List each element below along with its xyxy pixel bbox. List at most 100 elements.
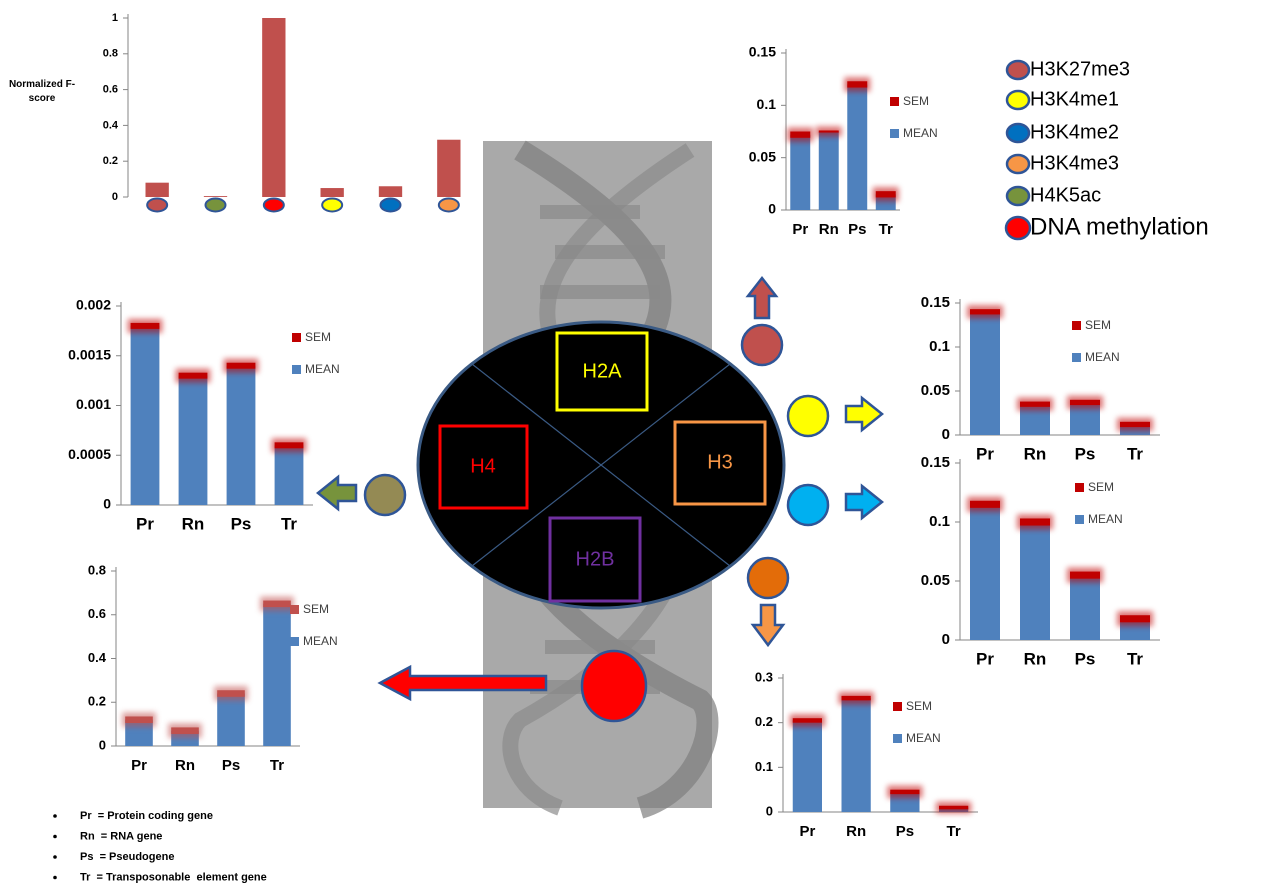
x-tick-label: Rn <box>1024 444 1047 463</box>
x-tick-label: Pr <box>799 823 815 840</box>
legend-label: MEAN <box>303 634 338 648</box>
y-tick-label: 0.15 <box>921 454 950 471</box>
y-tick-label: 0.3 <box>755 669 773 684</box>
legend-swatch <box>893 734 902 743</box>
y-tick-label: 1 <box>112 12 118 24</box>
y-axis-label: Normalized F-score <box>8 78 76 106</box>
legend-label: H3K4me1 <box>1030 88 1119 110</box>
error-bar <box>1120 422 1150 427</box>
bullet <box>53 835 57 839</box>
x-tick-label: Ps <box>222 757 240 774</box>
bar-chart: 00.10.20.3PrRnPsTrSEMMEAN <box>755 669 978 840</box>
legend-label: MEAN <box>903 126 938 140</box>
canvas: H2A H4 H3 H2B 00.20.40.60.8100.050.10.15… <box>0 0 1267 888</box>
footnote: Tr = Transposonable element gene <box>80 871 267 883</box>
x-tick-label: Pr <box>136 514 154 533</box>
bar <box>275 445 304 505</box>
bar <box>793 720 822 812</box>
footnote: Pr = Protein coding gene <box>80 810 213 822</box>
error-bar <box>1020 518 1050 525</box>
histone-label: H3 <box>707 451 733 473</box>
y-tick-label: 0.05 <box>749 148 776 164</box>
error-bar <box>171 727 199 734</box>
y-tick-label: 0.002 <box>76 297 111 313</box>
x-tick-label: Pr <box>976 649 994 668</box>
error-bar <box>131 323 160 329</box>
x-tick-label: Tr <box>1127 649 1143 668</box>
y-tick-label: 0.6 <box>103 84 118 96</box>
y-tick-label: 0.15 <box>921 294 950 311</box>
y-tick-label: 0.8 <box>88 562 106 577</box>
x-tick-label: Rn <box>846 823 866 840</box>
histone-label: H2A <box>583 360 623 382</box>
y-tick-label: 0.1 <box>929 513 950 530</box>
error-bar <box>263 601 291 608</box>
y-tick-label: 0.4 <box>103 119 119 131</box>
figure: H2A H4 H3 H2B 00.20.40.60.8100.050.10.15… <box>0 0 1267 888</box>
bar-chart: 00.00050.0010.00150.002PrRnPsTrSEMMEAN <box>68 297 340 534</box>
x-tick-label: Pr <box>131 757 147 774</box>
legend-label: SEM <box>906 699 932 713</box>
legend-label: MEAN <box>1085 350 1120 364</box>
legend-marker <box>1007 61 1029 79</box>
y-tick-label: 0.05 <box>921 382 950 399</box>
error-bar <box>1120 615 1150 622</box>
y-tick-label: 0 <box>766 803 773 818</box>
y-tick-label: 0 <box>103 496 111 512</box>
y-tick-label: 0.1 <box>757 96 777 112</box>
y-tick-label: 0.2 <box>755 714 773 729</box>
x-tick-label: Rn <box>175 757 195 774</box>
category-marker <box>322 199 342 212</box>
bar <box>146 183 169 197</box>
bar <box>970 312 1000 435</box>
bar <box>179 376 208 505</box>
legend-swatch <box>1072 353 1081 362</box>
y-tick-label: 0 <box>942 631 950 648</box>
y-tick-label: 0.15 <box>749 44 776 60</box>
bar <box>204 196 227 197</box>
legend-marker <box>1007 124 1029 142</box>
error-bar <box>1070 400 1100 405</box>
x-tick-label: Tr <box>281 514 297 533</box>
bullet <box>53 855 57 859</box>
bar <box>131 326 160 505</box>
bar <box>970 504 1000 640</box>
bar <box>227 366 256 505</box>
x-tick-label: Rn <box>819 221 839 238</box>
y-tick-label: 0.2 <box>88 694 106 709</box>
y-tick-label: 0 <box>942 426 950 443</box>
legend-swatch <box>1075 483 1084 492</box>
legend-label: SEM <box>305 330 331 344</box>
category-marker <box>264 199 284 212</box>
legend-label: SEM <box>903 94 929 108</box>
legend-label: DNA methylation <box>1030 213 1209 240</box>
x-tick-label: Pr <box>976 444 994 463</box>
y-tick-label: 0.6 <box>88 606 106 621</box>
bullet <box>53 876 57 880</box>
x-tick-label: Ps <box>1075 444 1096 463</box>
legend-swatch <box>893 702 902 711</box>
legend-marker <box>1007 91 1029 109</box>
y-tick-label: 0.4 <box>88 650 107 665</box>
bar-chart: 00.050.10.15PrRnPsTrSEMMEAN <box>921 454 1160 669</box>
legend-label: MEAN <box>1088 512 1123 526</box>
error-bar <box>939 806 968 810</box>
bar <box>262 18 285 197</box>
legend-swatch <box>890 129 899 138</box>
y-tick-label: 0 <box>99 737 106 752</box>
x-tick-label: Tr <box>879 221 893 238</box>
bar <box>217 694 245 747</box>
error-bar <box>819 130 839 132</box>
bar <box>819 132 839 211</box>
legend-label: H3K4me3 <box>1030 152 1119 174</box>
x-tick-label: Tr <box>947 823 961 840</box>
category-marker <box>206 199 226 212</box>
footnote: Ps = Pseudogene <box>80 851 174 863</box>
bar <box>379 186 402 197</box>
bar <box>847 84 867 210</box>
x-tick-label: Pr <box>792 221 808 238</box>
legend-label: SEM <box>303 602 329 616</box>
x-tick-label: Tr <box>1127 444 1143 463</box>
